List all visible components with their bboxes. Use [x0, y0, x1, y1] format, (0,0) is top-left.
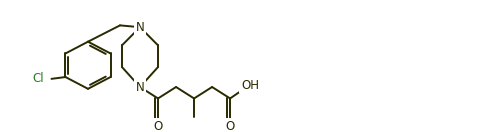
Text: OH: OH: [240, 79, 259, 92]
Text: O: O: [153, 120, 162, 132]
Text: Cl: Cl: [33, 72, 44, 85]
Text: O: O: [225, 120, 234, 132]
Text: N: N: [135, 81, 144, 93]
Text: N: N: [135, 21, 144, 34]
